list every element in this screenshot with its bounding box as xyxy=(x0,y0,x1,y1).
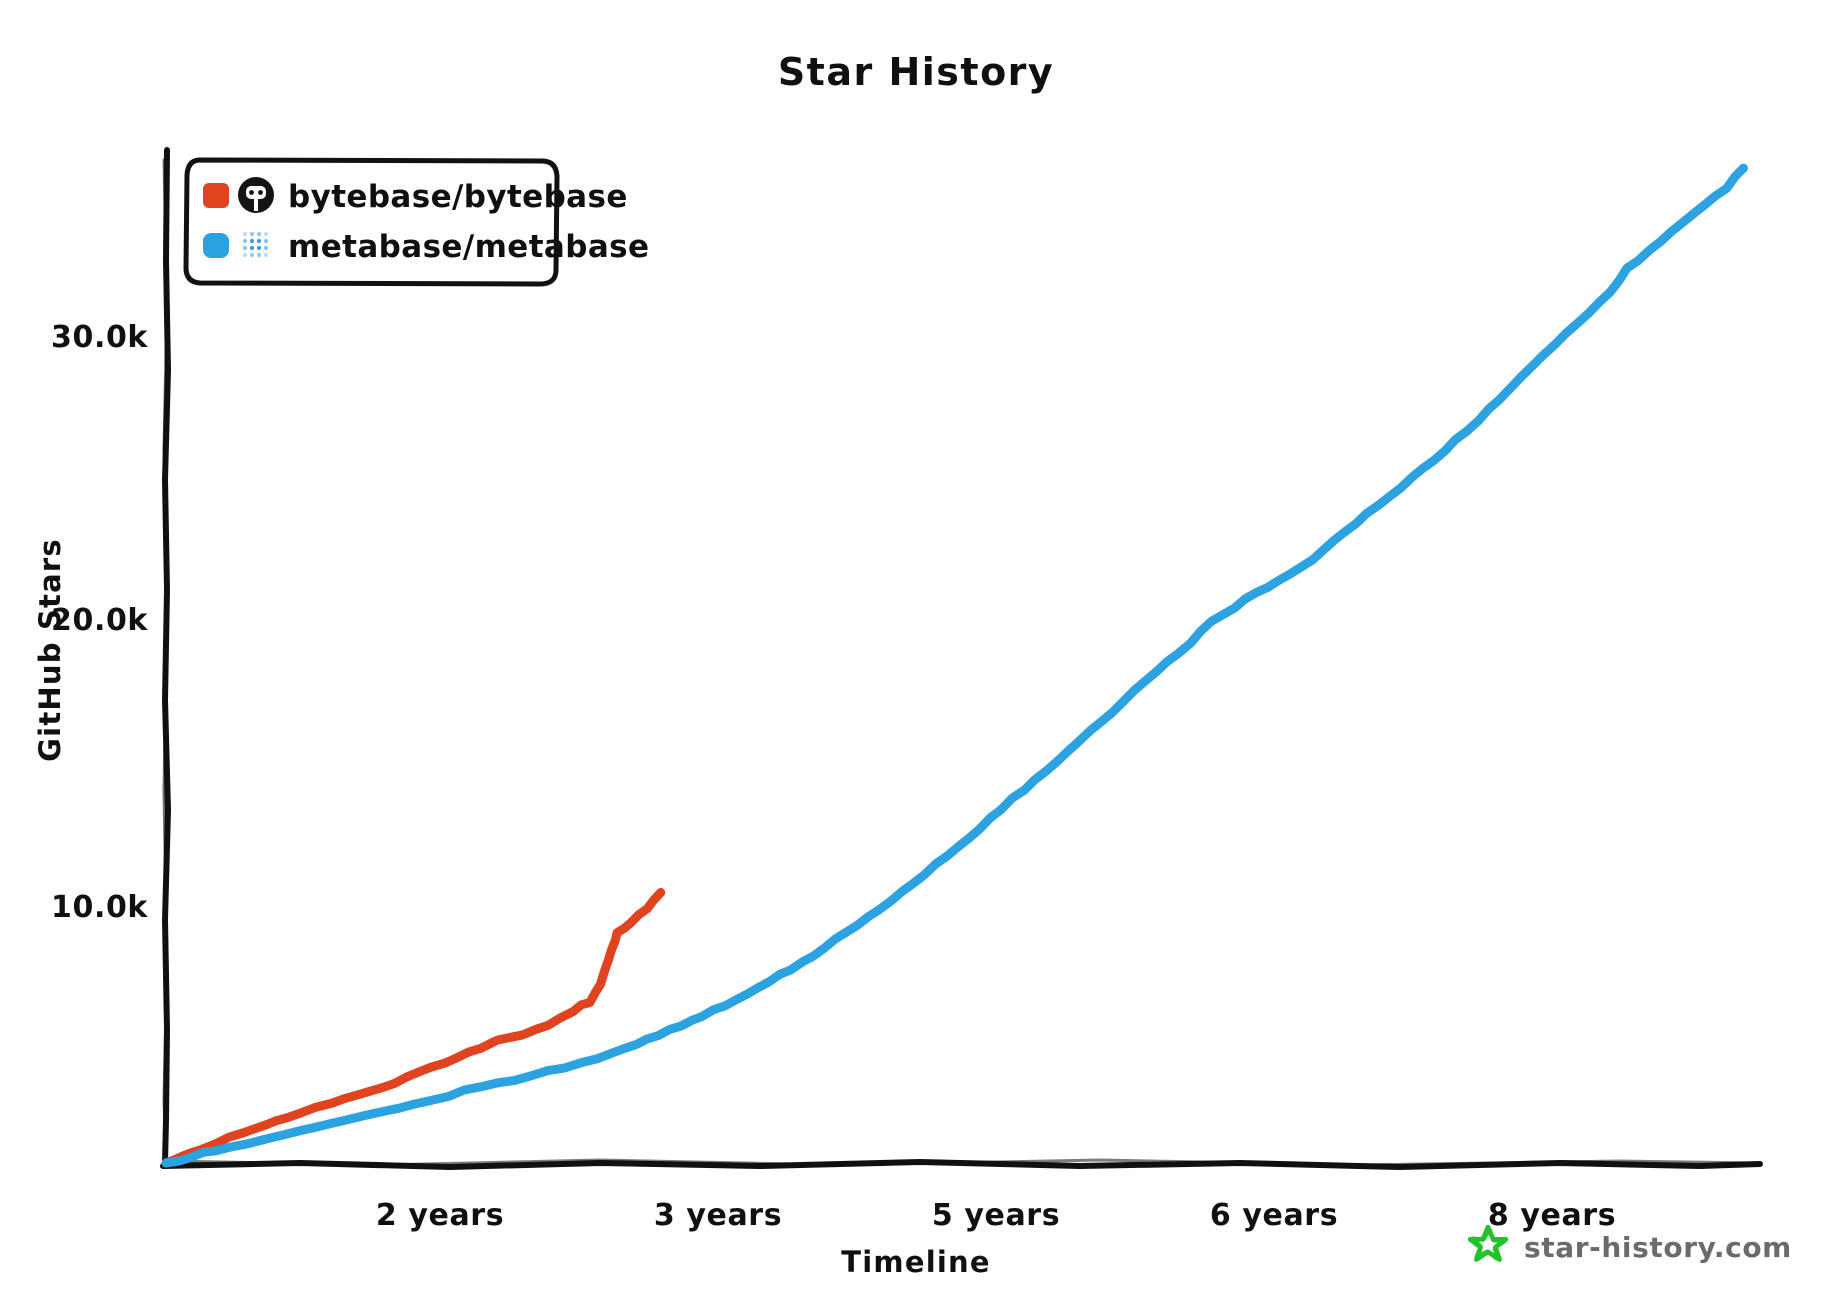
metabase-avatar-icon xyxy=(242,231,269,258)
legend-color-swatch-metabase xyxy=(203,233,229,258)
watermark[interactable]: star-history.com xyxy=(1467,1224,1792,1264)
y-axis-line-sketch xyxy=(162,158,169,1162)
x-axis-line xyxy=(160,1159,1763,1170)
x-axis-title: Timeline xyxy=(841,1245,990,1279)
x-axis-line-sketch xyxy=(168,1158,1760,1167)
y-tick-label-30k: 30.0k xyxy=(51,320,148,355)
legend: bytebase/bytebase metabase/metabase xyxy=(183,157,649,287)
x-tick-label-2years: 2 years xyxy=(376,1198,504,1233)
x-tick-label-8years: 8 years xyxy=(1488,1198,1616,1233)
page-title: Star History xyxy=(778,50,1054,94)
series-line-bytebase xyxy=(161,888,666,1168)
x-tick-label-6years: 6 years xyxy=(1210,1198,1338,1233)
legend-label-metabase: metabase/metabase xyxy=(288,229,649,265)
legend-border xyxy=(183,157,560,287)
y-tick-label-10k: 10.0k xyxy=(51,890,148,925)
y-tick-label-20k: 20.0k xyxy=(51,603,148,638)
series-line-metabase xyxy=(161,163,1748,1168)
x-tick-label-3years: 3 years xyxy=(654,1198,782,1233)
watermark-label: star-history.com xyxy=(1524,1231,1792,1264)
x-tick-label-5years: 5 years xyxy=(932,1198,1060,1233)
legend-color-swatch-bytebase xyxy=(203,183,229,208)
legend-label-bytebase: bytebase/bytebase xyxy=(288,179,628,215)
series-lines xyxy=(161,163,1748,1168)
y-axis-title: GitHub Stars xyxy=(33,538,67,762)
star-icon xyxy=(1467,1224,1509,1262)
bytebase-avatar-icon xyxy=(238,177,274,213)
